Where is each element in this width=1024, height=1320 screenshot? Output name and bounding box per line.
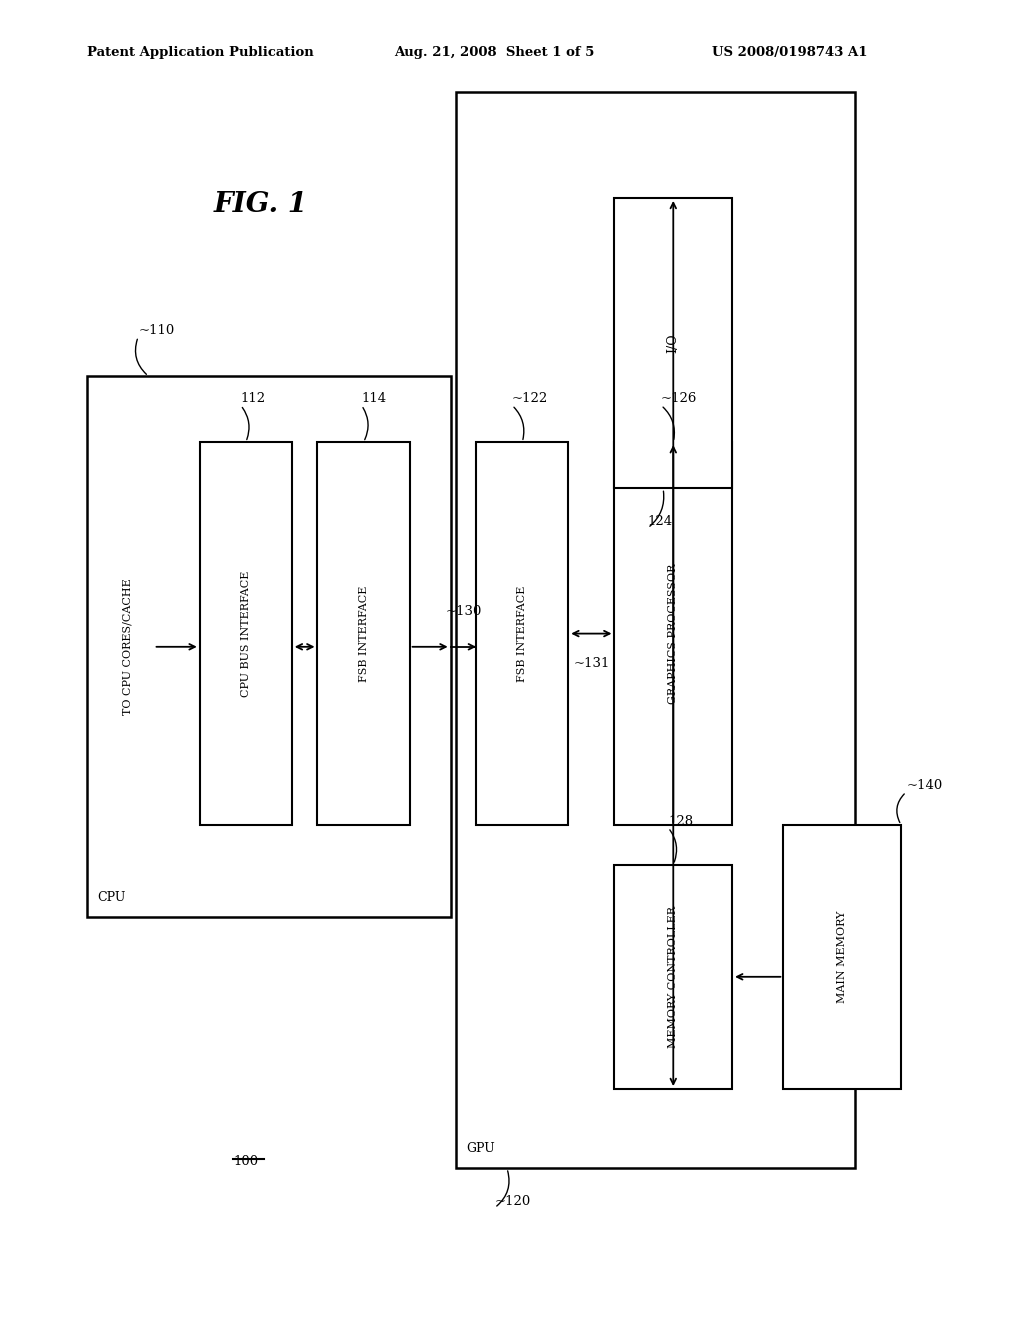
Text: ~110: ~110 [138,323,174,337]
Bar [783,825,901,1089]
Text: 128: 128 [668,814,693,828]
Text: GPU: GPU [466,1142,495,1155]
Text: I/O: I/O [667,334,680,352]
Text: ~122: ~122 [512,392,548,405]
Bar [456,92,855,1168]
Text: Aug. 21, 2008  Sheet 1 of 5: Aug. 21, 2008 Sheet 1 of 5 [394,46,595,59]
Text: CPU BUS INTERFACE: CPU BUS INTERFACE [241,570,251,697]
Text: FIG. 1: FIG. 1 [214,191,308,218]
Text: ~140: ~140 [906,779,942,792]
Bar [614,198,732,488]
Text: ~120: ~120 [495,1195,530,1208]
Bar [317,442,410,825]
Text: FSB INTERFACE: FSB INTERFACE [358,585,369,682]
Text: ~130: ~130 [445,605,481,618]
Bar [87,376,451,917]
Text: TO CPU CORES/CACHE: TO CPU CORES/CACHE [123,578,133,715]
Text: 124: 124 [647,515,673,528]
Text: MAIN MEMORY: MAIN MEMORY [838,911,847,1003]
Text: Patent Application Publication: Patent Application Publication [87,46,313,59]
Text: 100: 100 [233,1155,259,1168]
Bar [614,442,732,825]
Bar [200,442,292,825]
Bar [614,865,732,1089]
Text: MEMORY CONTROLLER: MEMORY CONTROLLER [669,906,678,1048]
Text: CPU: CPU [97,891,126,904]
Text: FSB INTERFACE: FSB INTERFACE [517,585,527,682]
Text: 112: 112 [241,392,266,405]
Bar [476,442,568,825]
Text: 114: 114 [361,392,387,405]
Text: ~126: ~126 [662,392,697,405]
Text: ~131: ~131 [573,657,610,671]
Text: US 2008/0198743 A1: US 2008/0198743 A1 [712,46,867,59]
Text: GRAPHICS PROCESSOR: GRAPHICS PROCESSOR [669,564,678,704]
